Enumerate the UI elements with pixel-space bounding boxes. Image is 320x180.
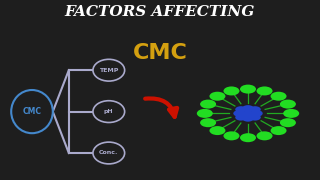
- Circle shape: [251, 110, 263, 117]
- Circle shape: [210, 126, 226, 135]
- Circle shape: [280, 118, 296, 127]
- Text: FACTORS AFFECTING: FACTORS AFFECTING: [65, 5, 255, 19]
- Circle shape: [249, 106, 261, 113]
- Circle shape: [270, 126, 286, 135]
- Ellipse shape: [93, 101, 125, 122]
- Text: CMC: CMC: [132, 43, 188, 63]
- Circle shape: [242, 115, 254, 122]
- Circle shape: [233, 110, 245, 117]
- FancyArrowPatch shape: [145, 98, 177, 117]
- Circle shape: [280, 100, 296, 109]
- Circle shape: [240, 85, 256, 94]
- Circle shape: [249, 114, 261, 121]
- Circle shape: [242, 105, 254, 112]
- Circle shape: [223, 86, 239, 95]
- Circle shape: [200, 100, 216, 109]
- Ellipse shape: [93, 59, 125, 81]
- Circle shape: [235, 106, 247, 113]
- Text: TEMP: TEMP: [99, 68, 118, 73]
- Circle shape: [200, 118, 216, 127]
- Circle shape: [257, 131, 273, 140]
- Circle shape: [235, 114, 247, 121]
- Circle shape: [197, 109, 213, 118]
- Text: Conc.: Conc.: [99, 150, 118, 156]
- Text: pH: pH: [104, 109, 114, 114]
- Circle shape: [210, 92, 226, 101]
- Circle shape: [242, 110, 254, 117]
- Circle shape: [223, 131, 239, 140]
- Circle shape: [283, 109, 299, 118]
- Circle shape: [270, 92, 286, 101]
- Circle shape: [257, 86, 273, 95]
- Circle shape: [240, 133, 256, 142]
- Ellipse shape: [11, 90, 53, 133]
- Text: CMC: CMC: [22, 107, 42, 116]
- Ellipse shape: [93, 142, 125, 164]
